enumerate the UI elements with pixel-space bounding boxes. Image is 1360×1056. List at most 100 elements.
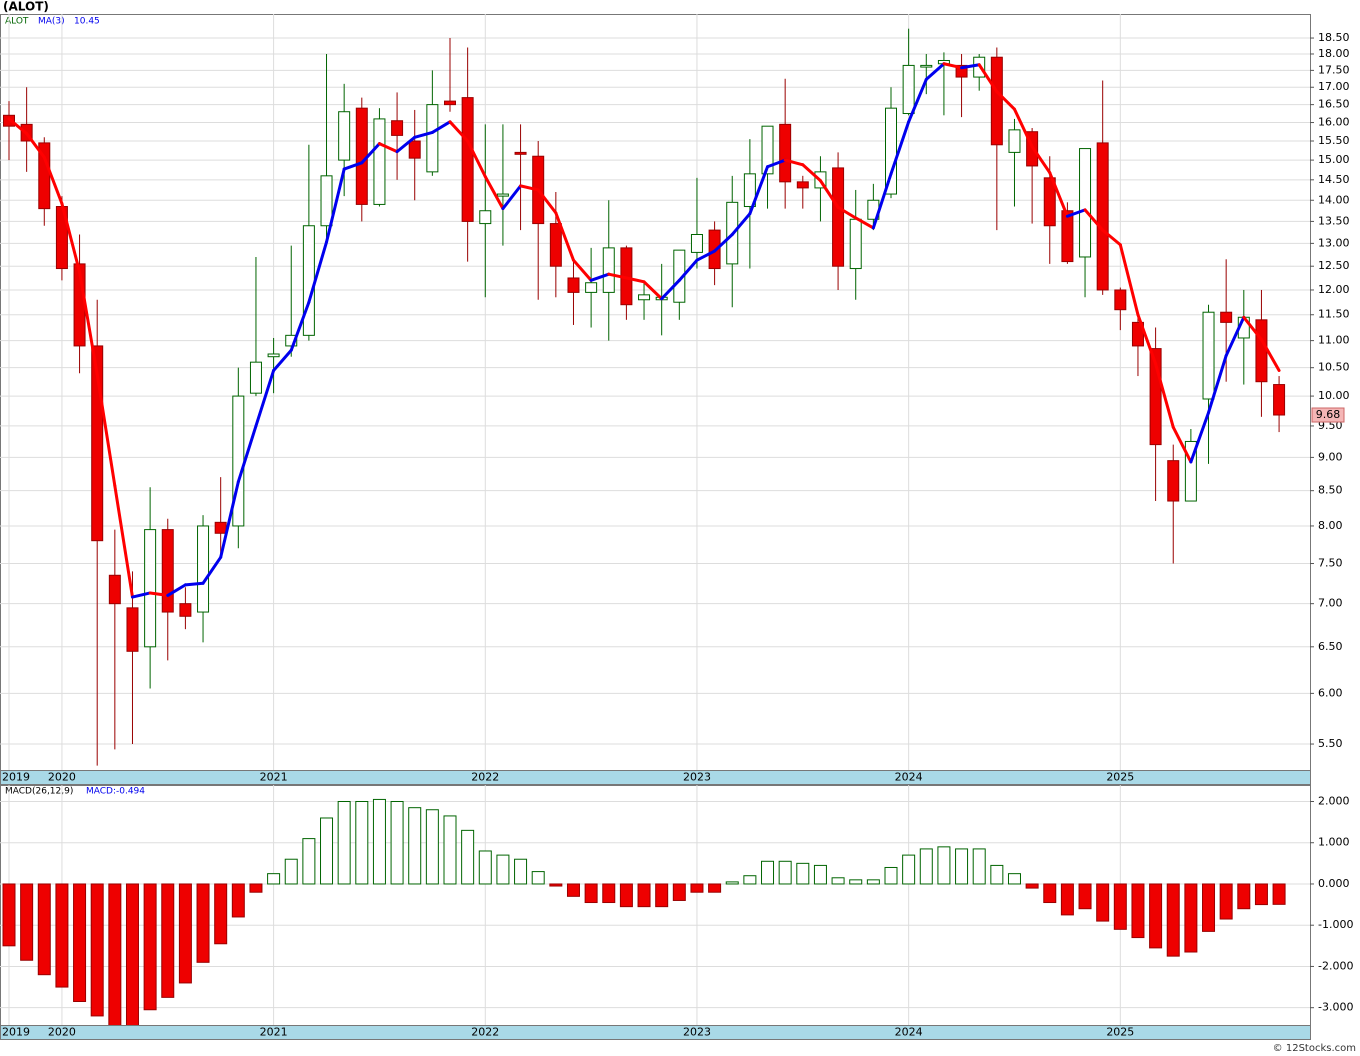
ma-segment: [166, 583, 187, 597]
candle-body: [249, 361, 262, 394]
ma-segment: [695, 249, 717, 262]
macd-bar: [955, 848, 969, 885]
y-tick-label: 10.50: [1318, 361, 1350, 374]
ma-segment: [289, 300, 311, 352]
macd-bar: [425, 809, 439, 885]
candle-body: [514, 151, 527, 155]
macd-bar: [1219, 883, 1233, 920]
x-tick-label: 2022: [471, 771, 499, 784]
macd-bar: [196, 883, 210, 963]
candle-body: [602, 247, 615, 293]
macd-bar: [566, 883, 580, 897]
y-tick-label: -2.000: [1318, 959, 1353, 972]
ma-segment: [960, 63, 981, 70]
legend-macd-name: MACD:: [86, 787, 116, 797]
y-tick-label: 7.50: [1318, 557, 1343, 570]
ma-segment: [360, 142, 381, 165]
y-tick-label: 7.00: [1318, 597, 1343, 610]
ma-segment: [519, 184, 540, 192]
candle-body: [426, 104, 439, 173]
footer: © 12Stocks.com: [1273, 1043, 1356, 1054]
macd-bar: [690, 883, 704, 893]
ma-segment: [818, 179, 840, 209]
ma-segment: [536, 188, 558, 215]
candle-body: [126, 607, 139, 652]
macd-bar: [884, 866, 898, 885]
candle-body: [1273, 384, 1286, 416]
ma-segment: [854, 216, 875, 230]
candle-body: [638, 294, 651, 301]
macd-bar: [267, 873, 281, 885]
candle-body: [144, 529, 157, 648]
y-tick-label: 13.50: [1318, 214, 1350, 227]
y-tick-label: -1.000: [1318, 918, 1353, 931]
legend-ma: MA(3): [38, 17, 65, 27]
price-plot: [0, 14, 1310, 770]
candle-body: [161, 529, 174, 613]
macd-bar: [73, 883, 87, 1002]
macd-bar: [1202, 883, 1216, 932]
macd-bar: [496, 854, 510, 885]
ma-segment: [219, 480, 240, 559]
y-tick-label: 14.50: [1318, 173, 1350, 186]
candle-body: [690, 233, 703, 253]
ma-segment: [113, 484, 134, 599]
x-tick-label: 2023: [683, 1026, 711, 1039]
y-tick-label: 5.50: [1318, 737, 1343, 750]
macd-bar: [761, 860, 775, 885]
x-tick-label: 2024: [895, 1026, 923, 1039]
candle-body: [902, 64, 915, 115]
date-strip: [0, 1025, 1311, 1040]
macd-bar: [866, 879, 880, 885]
ma-segment: [942, 62, 964, 70]
macd-bar: [161, 883, 175, 998]
y-tick-label: 2.000: [1318, 794, 1350, 807]
x-tick-label: 2022: [471, 1026, 499, 1039]
macd-bar: [831, 877, 845, 885]
date-strip: [0, 770, 1311, 785]
candle-body: [955, 64, 968, 78]
macd-bar: [249, 883, 263, 893]
candle-body: [849, 218, 862, 270]
candle-body: [320, 175, 333, 227]
ma-segment: [766, 158, 787, 169]
candle-body: [832, 167, 845, 267]
ma-segment: [748, 165, 770, 216]
macd-bar: [231, 883, 245, 918]
candle-body: [796, 181, 809, 189]
ma-segment: [236, 424, 258, 484]
macd-bar: [514, 858, 528, 885]
y-tick-label: 14.00: [1318, 193, 1350, 206]
ma-segment: [130, 591, 152, 599]
macd-bar: [1007, 873, 1021, 885]
ma-segment: [642, 280, 664, 301]
candle-body: [108, 574, 121, 605]
macd-bar: [796, 862, 810, 885]
macd-bar: [619, 883, 633, 908]
y-tick-label: 10.00: [1318, 389, 1350, 402]
x-tick-label: 2023: [683, 771, 711, 784]
macd-bar: [902, 854, 916, 885]
candle-body: [1114, 289, 1127, 311]
ma-segment: [1101, 228, 1122, 247]
ma-segment: [783, 158, 805, 167]
y-tick-label: 9.00: [1318, 450, 1343, 463]
macd-bar: [637, 883, 651, 908]
ma-segment: [254, 368, 276, 428]
x-tick-label: 2021: [260, 1026, 288, 1039]
ma-segment: [448, 120, 470, 143]
macd-bar: [302, 838, 316, 885]
macd-bar: [2, 883, 16, 947]
legend-ma-value: 10.45: [74, 17, 100, 27]
ma-segment: [554, 211, 575, 262]
ma-segment: [148, 591, 170, 597]
candle-body: [585, 282, 598, 293]
macd-bar: [549, 883, 563, 887]
ma-segment: [624, 276, 646, 284]
macd-bar: [1060, 883, 1074, 916]
macd-bar: [1237, 883, 1251, 910]
y-tick-label: 12.50: [1318, 259, 1350, 272]
candle-body: [1149, 348, 1162, 446]
x-tick-label: 2020: [48, 1026, 76, 1039]
ma-segment: [1048, 171, 1069, 218]
